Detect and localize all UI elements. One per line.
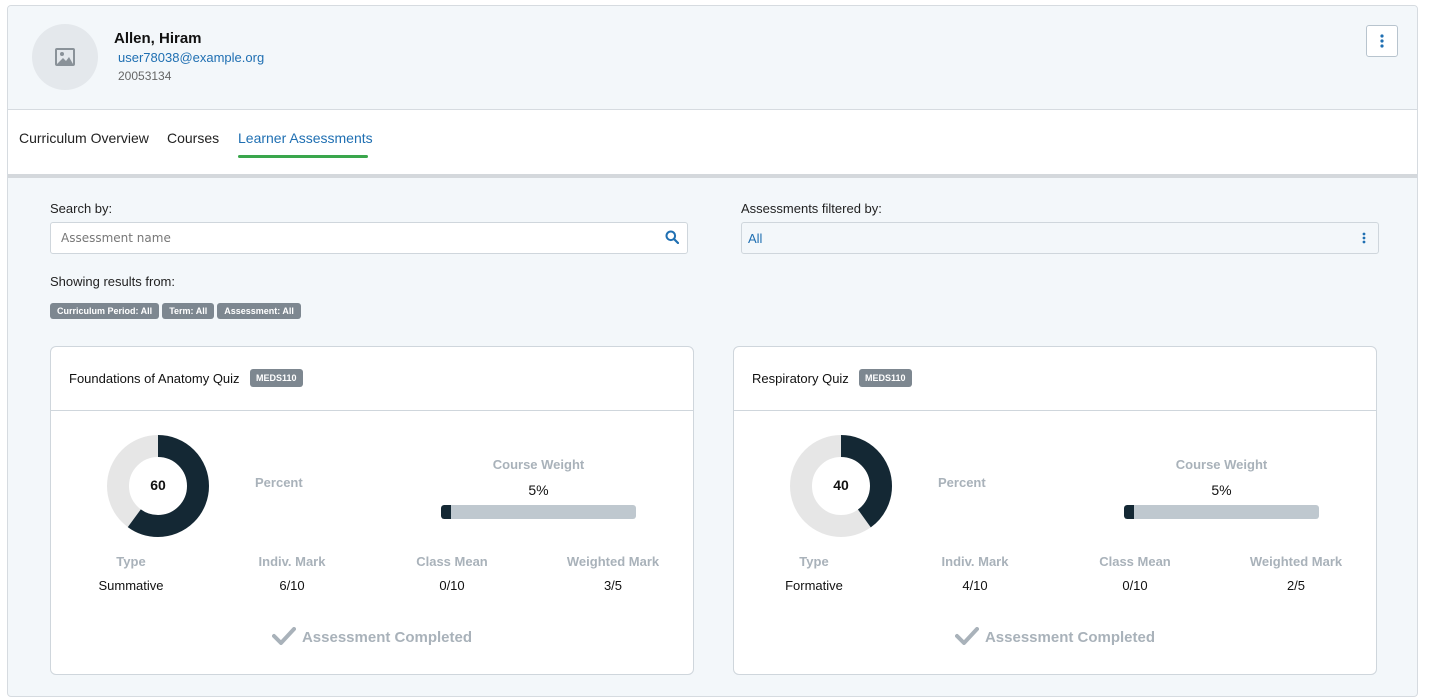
profile-menu-button[interactable] bbox=[1366, 25, 1398, 57]
weighted-mark-label: Weighted Mark bbox=[566, 554, 660, 569]
image-placeholder-icon bbox=[55, 48, 75, 66]
type-value: Formative bbox=[785, 578, 843, 593]
chip-term: Term: All bbox=[162, 303, 215, 319]
weighted-mark-value: 3/5 bbox=[603, 578, 623, 593]
completion-status: Assessment Completed bbox=[51, 627, 693, 647]
percent-donut bbox=[107, 435, 209, 537]
type-label: Type bbox=[116, 554, 146, 569]
completion-status: Assessment Completed bbox=[734, 627, 1376, 647]
course-weight-value: 5% bbox=[1211, 482, 1232, 498]
card-header: Foundations of Anatomy Quiz MEDS110 bbox=[51, 347, 693, 411]
assessment-filter-select[interactable]: All bbox=[741, 222, 1379, 254]
tab-bar: Curriculum Overview Courses Learner Asse… bbox=[8, 110, 1417, 178]
search-label: Search by: bbox=[50, 201, 113, 216]
indiv-mark-label: Indiv. Mark bbox=[258, 554, 326, 569]
indiv-mark-value: 6/10 bbox=[279, 578, 305, 593]
course-weight-bar bbox=[1124, 505, 1319, 519]
percent-value: 60 bbox=[150, 477, 166, 493]
completion-status-text: Assessment Completed bbox=[301, 629, 473, 646]
learner-profile-panel: Allen, Hiram user78038@example.org 20053… bbox=[7, 5, 1418, 697]
tab-learner-assessments[interactable]: Learner Assessments bbox=[238, 130, 373, 146]
indiv-mark-value: 4/10 bbox=[962, 578, 988, 593]
class-mean-value: 0/10 bbox=[439, 578, 465, 593]
active-tab-indicator bbox=[238, 155, 368, 158]
course-weight-label: Course Weight bbox=[1175, 457, 1268, 472]
class-mean-label: Class Mean bbox=[1099, 554, 1171, 569]
course-badge: MEDS110 bbox=[250, 369, 303, 387]
course-weight-bar bbox=[441, 505, 636, 519]
kebab-menu-icon bbox=[1380, 34, 1384, 48]
search-input[interactable]: Assessment name bbox=[61, 231, 171, 245]
avatar bbox=[32, 24, 98, 90]
card-header: Respiratory Quiz MEDS110 bbox=[734, 347, 1376, 411]
checkmark-icon bbox=[271, 627, 296, 646]
course-weight-value: 5% bbox=[528, 482, 549, 498]
class-mean-label: Class Mean bbox=[416, 554, 488, 569]
profile-header: Allen, Hiram user78038@example.org 20053… bbox=[8, 6, 1417, 110]
percent-label: Percent bbox=[938, 475, 986, 490]
checkmark-icon bbox=[954, 627, 979, 646]
chip-curriculum-period: Curriculum Period: All bbox=[50, 303, 160, 319]
kebab-menu-icon bbox=[1362, 232, 1366, 244]
tab-courses[interactable]: Courses bbox=[167, 130, 220, 146]
learner-id: 20053134 bbox=[118, 69, 172, 83]
results-label: Showing results from: bbox=[50, 274, 175, 289]
type-label: Type bbox=[799, 554, 829, 569]
indiv-mark-label: Indiv. Mark bbox=[941, 554, 1009, 569]
completion-status-text: Assessment Completed bbox=[984, 629, 1156, 646]
assessment-card: Respiratory Quiz MEDS110 40 Percent Cour… bbox=[733, 346, 1377, 675]
filter-label: Assessments filtered by: bbox=[741, 201, 882, 216]
course-weight-fill bbox=[1124, 505, 1134, 519]
weighted-mark-label: Weighted Mark bbox=[1249, 554, 1343, 569]
weighted-mark-value: 2/5 bbox=[1286, 578, 1306, 593]
search-icon[interactable] bbox=[665, 230, 679, 244]
learner-name: Allen, Hiram bbox=[114, 30, 202, 47]
course-weight-fill bbox=[441, 505, 451, 519]
assessment-title: Respiratory Quiz bbox=[752, 371, 849, 386]
search-field[interactable]: Assessment name bbox=[50, 222, 688, 254]
results-chips: Curriculum Period: All Term: All Assessm… bbox=[50, 303, 301, 319]
course-badge: MEDS110 bbox=[859, 369, 912, 387]
assessment-title: Foundations of Anatomy Quiz bbox=[69, 371, 240, 386]
type-value: Summative bbox=[98, 578, 164, 593]
filter-value: All bbox=[748, 231, 763, 246]
class-mean-value: 0/10 bbox=[1122, 578, 1148, 593]
learner-email-link[interactable]: user78038@example.org bbox=[118, 50, 265, 65]
chip-assessment: Assessment: All bbox=[217, 303, 301, 319]
tab-curriculum-overview[interactable]: Curriculum Overview bbox=[19, 130, 149, 146]
assessment-card: Foundations of Anatomy Quiz MEDS110 60 P… bbox=[50, 346, 694, 675]
percent-donut bbox=[790, 435, 892, 537]
percent-value: 40 bbox=[833, 477, 849, 493]
course-weight-label: Course Weight bbox=[492, 457, 585, 472]
percent-label: Percent bbox=[255, 475, 303, 490]
